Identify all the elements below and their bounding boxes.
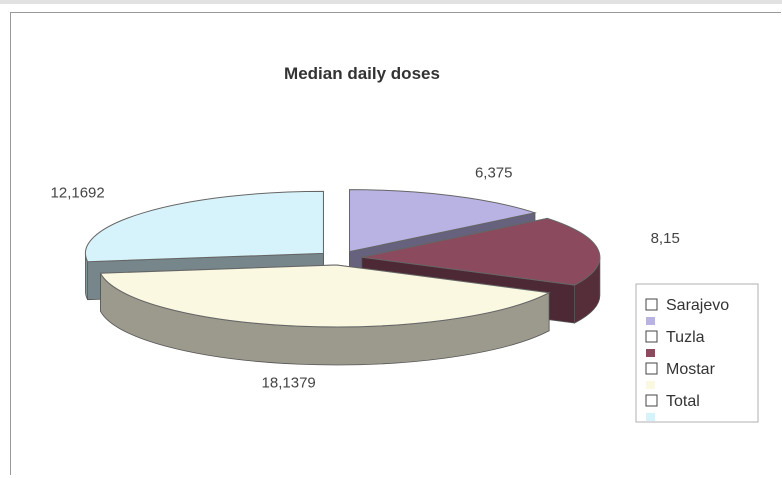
slice-top [99,264,551,328]
legend-swatch [646,317,655,325]
legend-item-tuzla: Tuzla [666,329,705,346]
legend-marker [645,298,658,311]
legend-marker [645,330,658,343]
legend: Sarajevo Tuzla Mostar Total [635,283,759,423]
pie-slices [85,189,601,366]
legend-item-total: Total [666,393,700,410]
legend-item-sarajevo: Sarajevo [666,297,729,314]
legend-marker [645,362,658,375]
legend-swatch [646,413,655,421]
chart-frame [10,12,781,475]
slice-top [349,189,537,253]
slice-top [85,190,324,263]
legend-swatch [646,349,655,357]
legend-swatch [646,381,655,389]
data-labels: 6,375 8,15 18,1379 12,1692 [51,164,680,391]
pie-slice-mostar [99,264,551,366]
data-label: 18,1379 [262,375,316,392]
top-strip [0,0,782,4]
chart-title: Median daily doses [284,64,440,83]
legend-item-mostar: Mostar [666,361,716,378]
data-label: 8,15 [651,230,680,247]
data-label: 6,375 [475,164,513,181]
legend-marker [645,394,658,407]
data-label: 12,1692 [51,185,105,202]
slice-top [361,217,601,286]
